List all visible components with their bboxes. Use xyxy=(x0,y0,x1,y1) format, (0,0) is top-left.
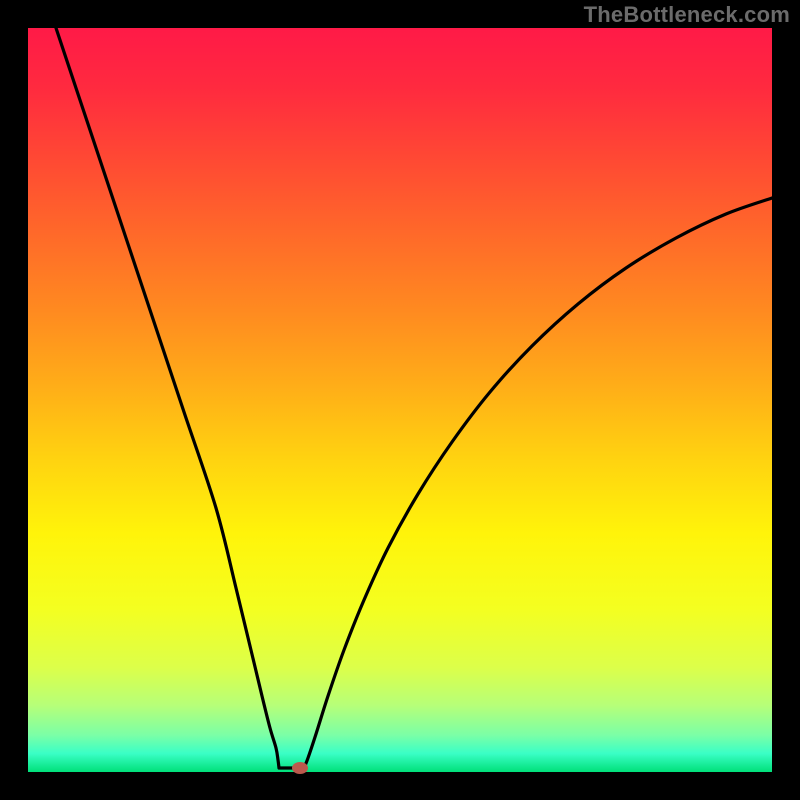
watermark-text: TheBottleneck.com xyxy=(584,2,790,28)
curve-layer xyxy=(28,28,772,772)
plot-area xyxy=(28,28,772,772)
bottleneck-curve xyxy=(56,28,772,768)
chart-frame: TheBottleneck.com xyxy=(0,0,800,800)
sweet-spot-marker xyxy=(292,762,308,774)
